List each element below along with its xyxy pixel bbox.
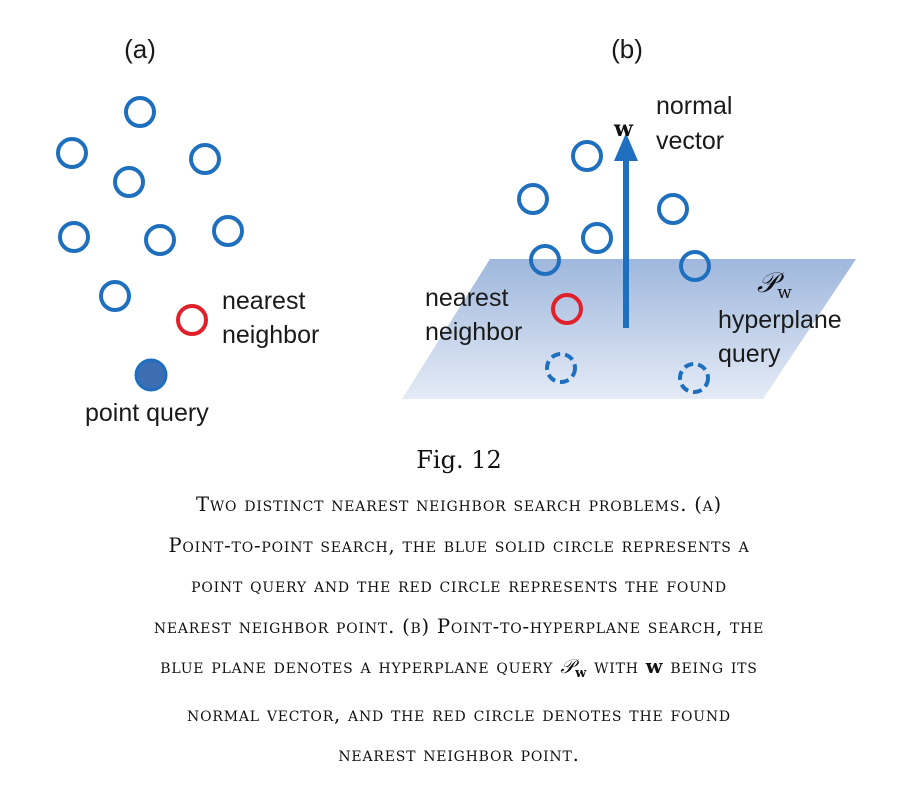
caption-line: Two distinct nearest neighbor search pro… xyxy=(196,493,722,516)
data-point xyxy=(571,140,603,172)
hidden-point xyxy=(678,362,710,394)
nearest-neighbor-label-line2: neighbor xyxy=(425,318,522,346)
data-point xyxy=(189,143,221,175)
figure-caption: Two distinct nearest neighbor search pro… xyxy=(20,485,898,776)
nearest-neighbor-point xyxy=(551,293,583,325)
data-point xyxy=(144,224,176,256)
data-point xyxy=(581,222,613,254)
normal-vector-label-line2: vector xyxy=(656,127,724,155)
hyperplane xyxy=(402,259,856,399)
figure-number: Fig. 12 xyxy=(416,446,502,474)
hidden-point xyxy=(545,352,577,384)
nearest-neighbor-point xyxy=(176,304,208,336)
nearest-neighbor-label-line1: nearest xyxy=(222,287,305,315)
data-point xyxy=(56,137,88,169)
hyperplane-label-line2: query xyxy=(718,340,781,368)
normal-vector-label-line1: normal xyxy=(656,92,732,120)
panel-a-label: (a) xyxy=(124,34,156,64)
nearest-neighbor-label-line1: nearest xyxy=(425,284,508,312)
caption-line: normal vector, and the red circle denote… xyxy=(187,702,731,726)
panel-b: (b) nearest neighbor w normal vector 𝒫w … xyxy=(402,34,856,399)
data-point xyxy=(124,96,156,128)
normal-vector-symbol: w xyxy=(613,116,634,142)
nearest-neighbor-label-line2: neighbor xyxy=(222,321,319,349)
normal-vector-arrow-head xyxy=(614,133,638,161)
point-query xyxy=(134,358,168,392)
figure-diagram: (a) nearest neighbor point query (b) nea… xyxy=(56,34,856,427)
plane-math-symbol: 𝒫w xyxy=(560,655,588,681)
data-point xyxy=(113,166,145,198)
caption-line: nearest neighbor point. (b) Point-to-hyp… xyxy=(153,614,765,638)
hyperplane-label-line1: hyperplane xyxy=(718,306,842,334)
caption-line: nearest neighbor point. xyxy=(338,743,580,766)
data-point xyxy=(212,215,244,247)
data-point xyxy=(657,193,689,225)
data-point xyxy=(58,221,90,253)
caption-line: Point-to-point search, the blue solid ci… xyxy=(168,533,750,557)
caption-line: point query and the red circle represent… xyxy=(191,574,727,597)
caption-line: blue plane denotes a hyperplane query 𝒫w… xyxy=(160,655,758,681)
panel-b-label: (b) xyxy=(611,34,643,64)
data-point xyxy=(529,244,561,276)
data-point xyxy=(679,250,711,282)
point-query-label: point query xyxy=(85,399,209,427)
data-point xyxy=(517,183,549,215)
panel-a: (a) nearest neighbor point query xyxy=(56,34,319,427)
data-point xyxy=(99,280,131,312)
